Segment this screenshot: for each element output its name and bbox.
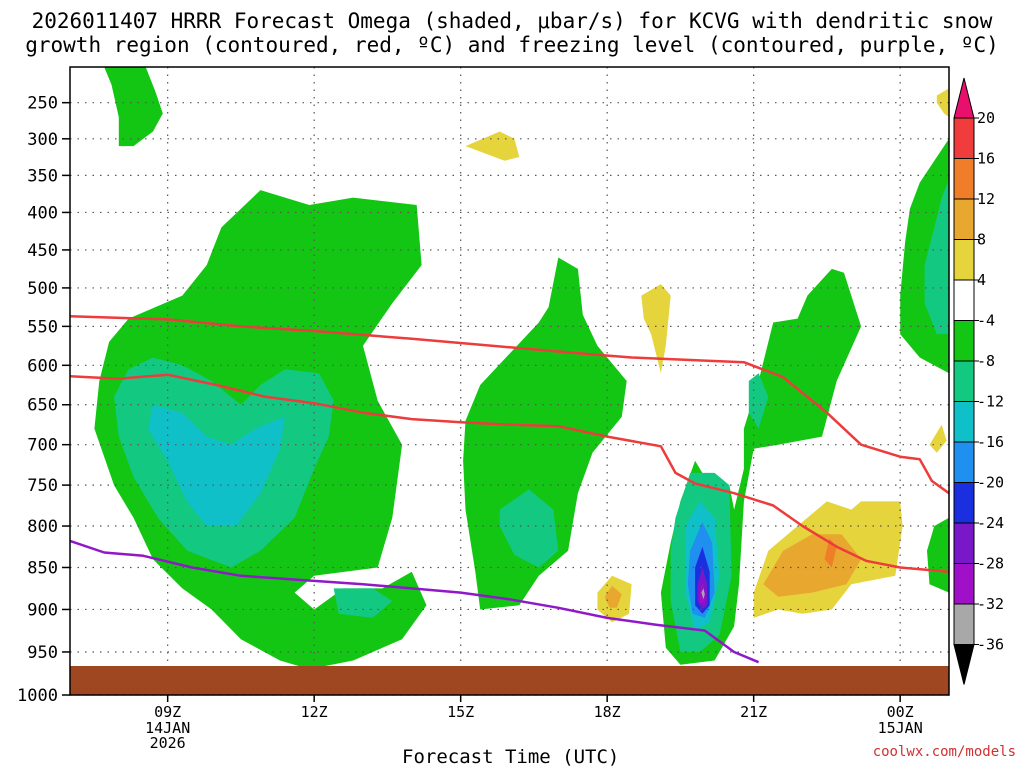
colorbar-label--4: -4 [977, 312, 995, 330]
y-tick-label-250: 250 [27, 94, 58, 114]
omega-region-8-9 [604, 585, 622, 608]
y-tick-label-900: 900 [27, 600, 58, 620]
x-tick-label-12Z: 12Z [301, 703, 328, 721]
x-tick-label-15Z: 15Z [447, 703, 474, 721]
omega-shading-layer [94, 67, 949, 670]
x-tick-label-09Z: 09Z [154, 703, 181, 721]
omega-region-4-24 [929, 424, 947, 453]
x-tick-sublabel-00Z-0: 15JAN [878, 719, 923, 737]
colorbar: 20 16 12 8 4 -4 -8 -12 -16 -20 -24 -28 -32 -36 [953, 77, 1004, 685]
contour-line-1 [70, 373, 949, 573]
y-tick-label-750: 750 [27, 476, 58, 496]
omega-region-4-7 [465, 131, 520, 161]
contour-lines-layer [70, 315, 949, 664]
colorbar-bottom-triangle [953, 644, 975, 685]
y-tick-label-650: 650 [27, 396, 58, 416]
omega-region--12-3 [333, 588, 393, 618]
colorbar-label--28: -28 [977, 555, 1004, 573]
ground-layer [70, 666, 949, 695]
y-tick-label-600: 600 [27, 356, 58, 376]
y-tick-label-1000: 1000 [17, 686, 58, 706]
omega-region-4-10 [641, 284, 671, 374]
omega-region--16-4 [148, 404, 285, 526]
colorbar-box-10 [953, 522, 975, 564]
omega-region--8-27 [927, 517, 949, 593]
colorbar-box-7 [953, 401, 975, 443]
omega-region-8-21 [763, 534, 862, 597]
colorbar-label--16: -16 [977, 433, 1004, 451]
plot-frame [69, 66, 950, 696]
colorbar-box-3 [953, 239, 975, 281]
colorbar-label--32: -32 [977, 595, 1004, 613]
colorbar-box-8 [953, 441, 975, 483]
chart-title-line-2: growth region (contoured, red, ºC) and f… [25, 33, 999, 57]
y-tick-label-300: 300 [27, 130, 58, 150]
chart-title-line-1: 2026011407 HRRR Forecast Omega (shaded, … [31, 9, 993, 33]
y-tick-label-350: 350 [27, 166, 58, 186]
colorbar-label--20: -20 [977, 474, 1004, 492]
colorbar-label--8: -8 [977, 352, 995, 370]
credit-text: coolwx.com/models [872, 744, 1016, 760]
colorbar-box-5 [953, 320, 975, 362]
colorbar-label-20: 20 [977, 109, 995, 127]
colorbar-label-16: 16 [977, 150, 995, 168]
colorbar-label--12: -12 [977, 393, 1004, 411]
colorbar-box-12 [953, 603, 975, 645]
y-tick-label-550: 550 [27, 317, 58, 337]
contour-line-2 [70, 539, 760, 664]
y-axis: 250 300 350 400 450 500 550 600 650 700 750 800 850 9… [17, 94, 70, 706]
colorbar-box-6 [953, 360, 975, 402]
omega-region--36-19 [701, 588, 705, 600]
colorbar-label-12: 12 [977, 190, 995, 208]
x-tick-sublabel-09Z-1: 2026 [150, 734, 186, 752]
colorbar-label--24: -24 [977, 514, 1004, 532]
x-tick-label-21Z: 21Z [740, 703, 767, 721]
omega-region-4-23 [936, 88, 949, 118]
colorbar-box-2 [953, 198, 975, 240]
x-axis-label: Forecast Time (UTC) [402, 746, 620, 768]
colorbar-box-9 [953, 482, 975, 524]
y-tick-label-450: 450 [27, 241, 58, 261]
y-tick-label-850: 850 [27, 558, 58, 578]
omega-region--12-26 [924, 179, 949, 335]
x-tick-label-18Z: 18Z [594, 703, 621, 721]
colorbar-box-4 [953, 279, 975, 321]
x-tick-sublabel-09Z-0: 14JAN [145, 719, 190, 737]
colorbar-box-1 [953, 158, 975, 200]
y-tick-label-500: 500 [27, 279, 58, 299]
colorbar-label-8: 8 [977, 231, 986, 249]
contour-line-0 [70, 315, 949, 495]
colorbar-label-4: 4 [977, 271, 986, 289]
y-tick-label-950: 950 [27, 643, 58, 663]
omega-region--8-0 [104, 67, 163, 147]
y-tick-label-800: 800 [27, 517, 58, 537]
x-tick-label-00Z: 00Z [887, 703, 914, 721]
omega-region--12-13 [748, 373, 769, 429]
colorbar-top-triangle [953, 77, 975, 119]
y-tick-label-700: 700 [27, 436, 58, 456]
colorbar-box-11 [953, 563, 975, 605]
omega-region--12-6 [499, 489, 559, 568]
y-tick-label-400: 400 [27, 203, 58, 223]
colorbar-label--36: -36 [977, 636, 1004, 654]
colorbar-box-0 [953, 117, 975, 159]
